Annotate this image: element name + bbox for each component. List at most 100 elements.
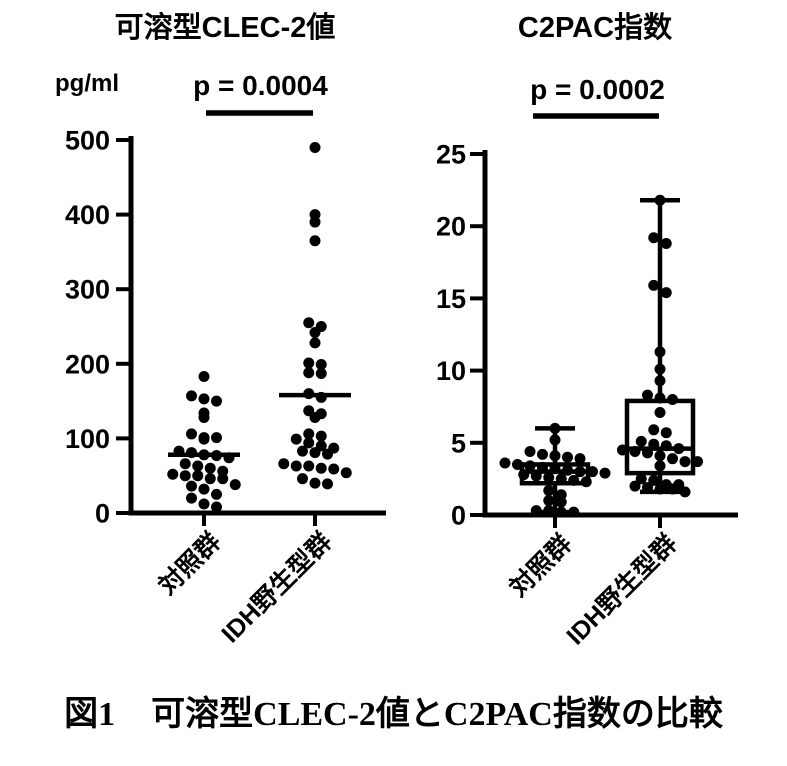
data-point [229,479,241,491]
data-point [537,448,548,460]
data-point [198,412,210,424]
data-point [568,474,580,486]
data-point [315,359,327,371]
data-point [679,456,691,468]
data-point [555,496,567,508]
data-point [574,453,586,465]
data-point [667,393,678,405]
y-tick-label: 10 [436,356,466,386]
data-point [198,393,210,405]
data-point [654,460,666,472]
data-point [198,370,210,382]
data-point [660,238,672,250]
data-point [580,476,592,488]
data-point [648,424,660,436]
data-point [303,317,315,329]
data-point [654,363,666,375]
data-point [654,375,666,387]
data-point [309,235,321,247]
y-tick-label: 25 [436,140,466,170]
data-point [290,433,302,445]
data-point [667,483,678,495]
data-point [660,287,672,299]
data-point [654,483,666,495]
data-point [322,478,333,490]
data-point [328,463,340,475]
data-point [692,456,703,468]
data-point [303,367,315,379]
charts-canvas: 0100200300400500対照群IDH野生型群0510152025対照群I… [65,110,738,650]
data-point [629,480,641,492]
data-point [179,458,191,470]
data-point [186,480,197,492]
data-point [278,458,290,470]
data-point [309,447,321,459]
y-tick-label: 300 [65,275,110,305]
data-point [530,505,542,517]
panel1-p-value: p = 0.0004 [193,70,328,101]
data-point [198,483,210,495]
data-point [211,395,222,407]
data-point [309,216,321,228]
data-point [654,450,666,462]
data-point [309,337,321,349]
y-tick-label: 100 [65,424,110,454]
data-point [186,492,197,504]
data-point [549,434,561,446]
data-point [679,486,691,498]
data-point [562,451,573,463]
data-point [499,457,511,469]
y-tick-label: 200 [65,349,110,379]
data-point [648,232,660,244]
panel1-title: 可溶型CLEC-2値 [114,12,336,44]
data-point [303,437,315,449]
data-point [660,427,672,439]
data-point [635,435,647,447]
data-point [340,467,352,479]
data-point [309,477,321,489]
data-point [549,422,561,434]
data-point [192,460,204,472]
data-point [211,501,222,513]
y-tick-label: 500 [65,126,110,156]
data-point [635,473,647,485]
data-point [297,445,308,457]
data-point [654,194,666,206]
data-point [568,506,580,518]
y-tick-label: 5 [451,428,466,458]
panel1-y-axis-unit: pg/ml [55,70,119,97]
data-point [543,471,555,483]
data-point [186,390,197,402]
x-category-label: IDH野生型群 [561,529,682,650]
y-tick-label: 0 [451,501,466,531]
data-point [303,357,315,369]
data-point [648,279,660,291]
data-point [198,498,210,510]
caption-title: 可溶型CLEC-2値とC2PAC指数の比較 [151,696,723,733]
data-point [309,326,321,338]
data-point [198,433,210,445]
data-point [524,460,536,472]
data-point [555,506,567,518]
x-category-label: IDH野生型群 [216,527,337,648]
data-point [315,462,327,474]
data-point [599,467,611,479]
data-point [167,468,179,480]
data-point [543,495,555,507]
data-point [315,430,327,442]
data-point [654,392,666,404]
data-point [315,367,327,379]
data-point [587,466,598,478]
caption-number: 図1 [64,696,116,733]
data-point [309,412,321,424]
data-point [179,470,191,482]
panel2-p-value: p = 0.0002 [530,74,665,105]
data-point [303,428,315,440]
data-point [309,141,321,153]
x-category-label: 対照群 [153,527,226,600]
data-point [648,474,660,486]
data-point [543,505,555,517]
data-point [211,432,222,444]
